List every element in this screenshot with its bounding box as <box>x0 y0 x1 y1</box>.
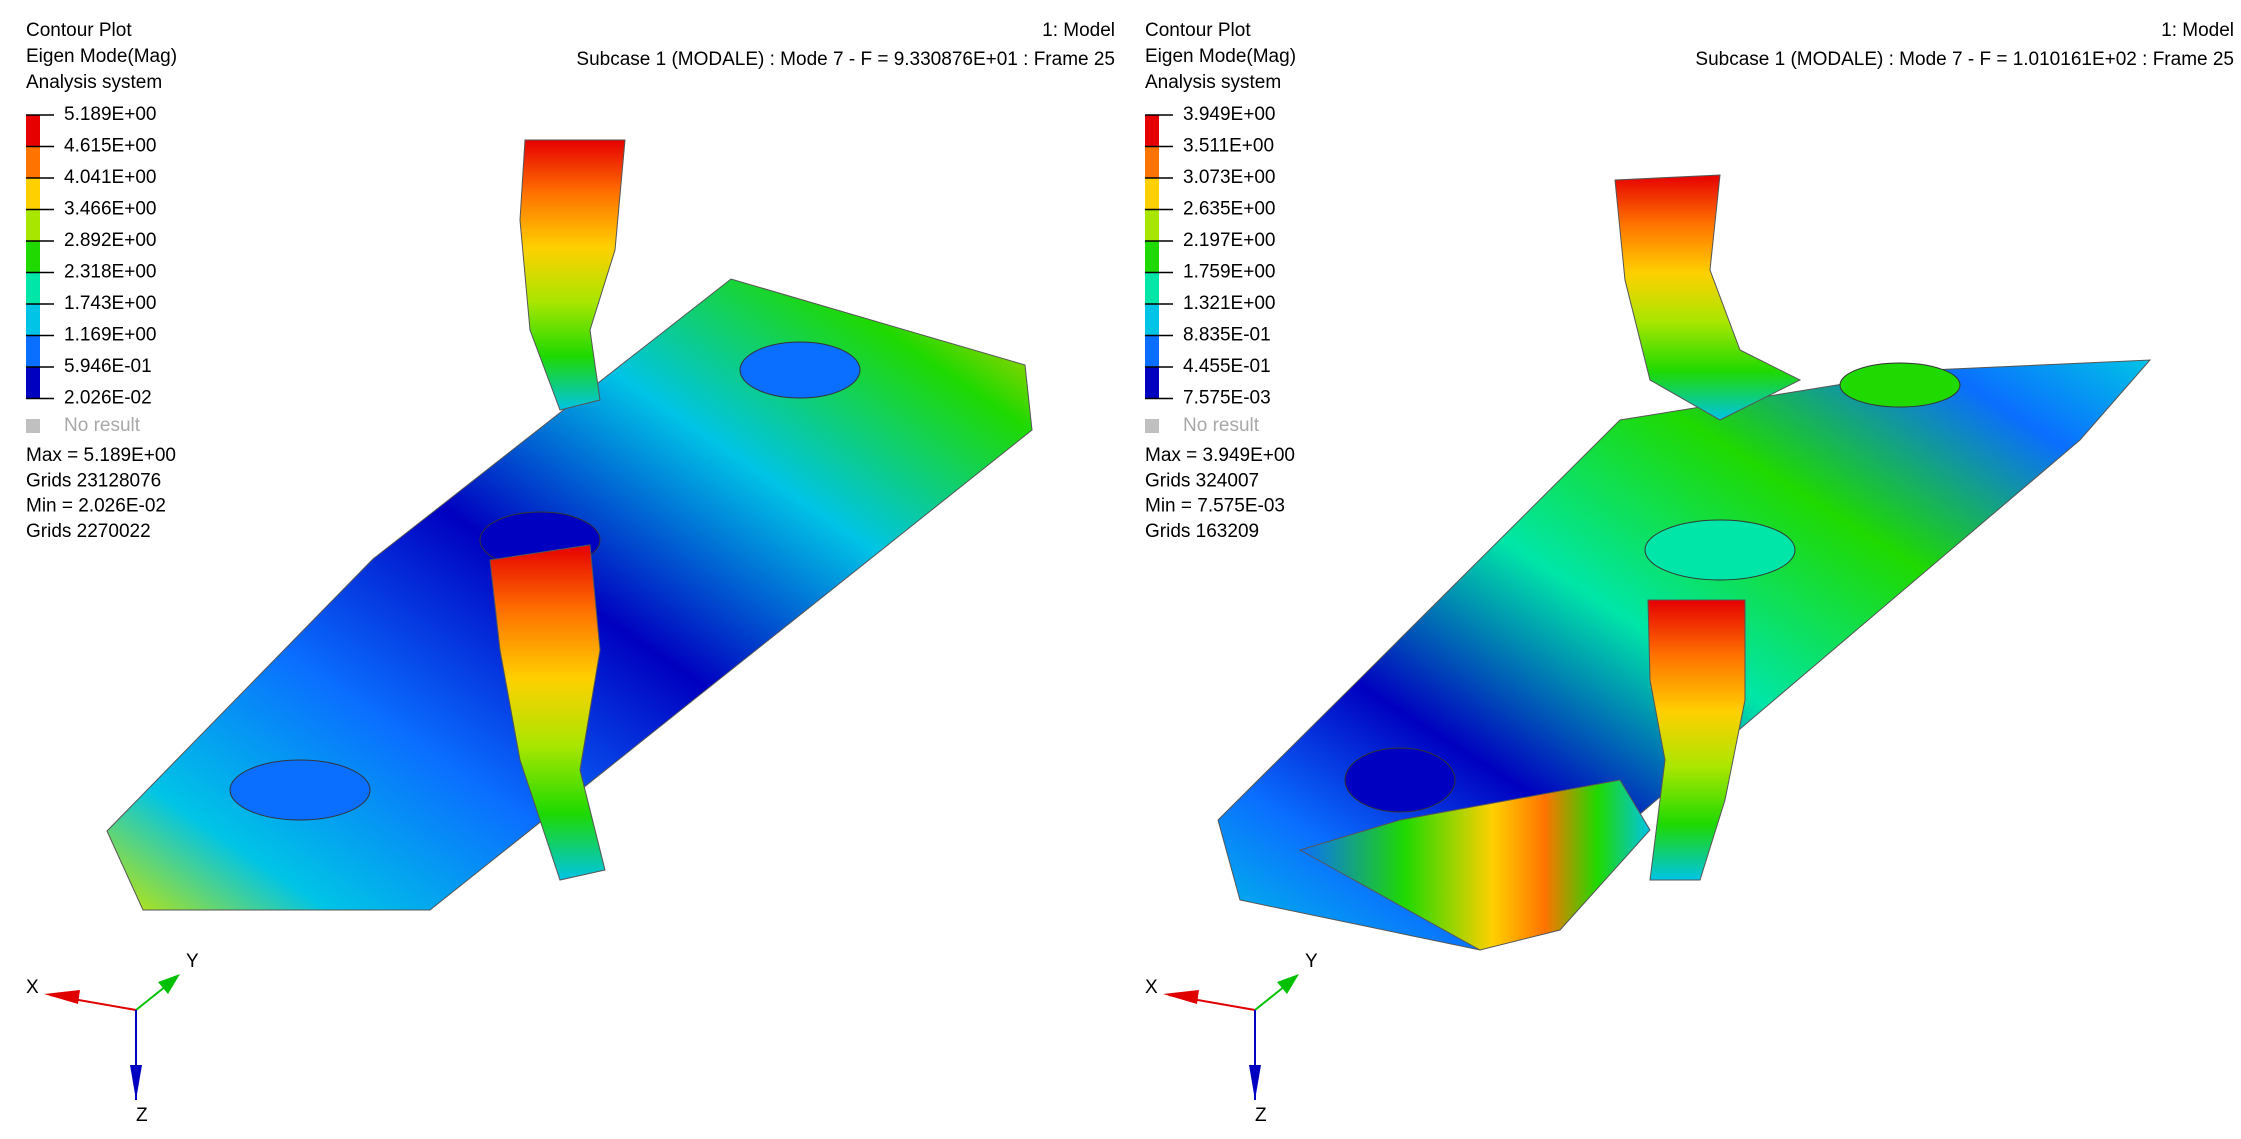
legend-color <box>1145 304 1159 336</box>
stat-line: Grids 163209 <box>1145 521 1259 542</box>
legend-color <box>1145 272 1159 304</box>
legend-color <box>26 178 40 210</box>
legend-level: 3.466E+00 <box>64 199 156 220</box>
stat-line: Grids 23128076 <box>26 470 161 491</box>
legend-color <box>1145 146 1159 178</box>
legend-title: Analysis system <box>26 72 162 93</box>
legend-color <box>26 115 40 147</box>
legend-title: Eigen Mode(Mag) <box>26 46 177 67</box>
no-result: No result <box>1183 415 1260 436</box>
legend-level: 1.743E+00 <box>64 293 156 314</box>
legend-color <box>26 209 40 241</box>
triad-z-head <box>130 1065 142 1100</box>
legend-level: 4.455E-01 <box>1183 356 1271 377</box>
legend-title: Eigen Mode(Mag) <box>1145 46 1296 67</box>
no-result-swatch <box>1145 419 1159 433</box>
no-result: No result <box>64 415 141 436</box>
triad-y-head <box>1277 974 1299 994</box>
triad-x-label: X <box>1145 977 1158 998</box>
no-result-swatch <box>26 419 40 433</box>
legend-level: 3.073E+00 <box>1183 167 1275 188</box>
triad-y-label: Y <box>186 951 199 972</box>
legend-level: 3.511E+00 <box>1183 136 1274 157</box>
triad-y-label: Y <box>1305 951 1318 972</box>
legend-level: 1.321E+00 <box>1183 293 1275 314</box>
triad-z-head <box>1249 1065 1261 1100</box>
legend-color <box>1145 241 1159 273</box>
legend-color <box>26 367 40 399</box>
legend-level: 3.949E+00 <box>1183 104 1275 125</box>
triad-z-label: Z <box>136 1105 148 1126</box>
triad-y-head <box>158 974 180 994</box>
legend-color <box>1145 367 1159 399</box>
legend-color <box>26 335 40 367</box>
triad-x-head <box>44 990 80 1004</box>
legend-title: Contour Plot <box>1145 20 1251 41</box>
legend-title: Contour Plot <box>26 20 132 41</box>
stat-line: Min = 7.575E-03 <box>1145 496 1285 517</box>
legend-level: 5.946E-01 <box>64 356 152 377</box>
legend-title: Analysis system <box>1145 72 1281 93</box>
triad-x-label: X <box>26 977 39 998</box>
triad-z-label: Z <box>1255 1105 1267 1126</box>
legend-level: 2.197E+00 <box>1183 230 1275 251</box>
legend-color <box>26 241 40 273</box>
legend-level: 5.189E+00 <box>64 104 156 125</box>
stat-line: Grids 324007 <box>1145 470 1259 491</box>
legend-level: 7.575E-03 <box>1183 388 1271 409</box>
legend-level: 2.892E+00 <box>64 230 156 251</box>
legend-color <box>1145 115 1159 147</box>
legend-level: 4.041E+00 <box>64 167 156 188</box>
subcase-info: Subcase 1 (MODALE) : Mode 7 - F = 1.0101… <box>1695 49 2234 70</box>
legend-level: 2.318E+00 <box>64 262 156 283</box>
legend-level: 2.635E+00 <box>1183 199 1275 220</box>
legend-level: 2.026E-02 <box>64 388 152 409</box>
legend-color <box>26 304 40 336</box>
stat-line: Max = 3.949E+00 <box>1145 445 1295 466</box>
model-name: 1: Model <box>1042 20 1115 41</box>
legend-color <box>1145 178 1159 210</box>
stat-line: Min = 2.026E-02 <box>26 496 166 517</box>
subcase-info: Subcase 1 (MODALE) : Mode 7 - F = 9.3308… <box>576 49 1115 70</box>
legend-level: 1.169E+00 <box>64 325 156 346</box>
legend-color <box>26 146 40 178</box>
legend-level: 1.759E+00 <box>1183 262 1275 283</box>
stat-line: Max = 5.189E+00 <box>26 445 176 466</box>
legend-color <box>1145 209 1159 241</box>
legend-color <box>1145 335 1159 367</box>
stat-line: Grids 2270022 <box>26 521 151 542</box>
model-name: 1: Model <box>2161 20 2234 41</box>
model-right <box>1217 174 2152 951</box>
model-left <box>106 139 1033 911</box>
legend-level: 4.615E+00 <box>64 136 156 157</box>
legend-color <box>26 272 40 304</box>
triad-x-head <box>1163 990 1199 1004</box>
legend-level: 8.835E-01 <box>1183 325 1271 346</box>
